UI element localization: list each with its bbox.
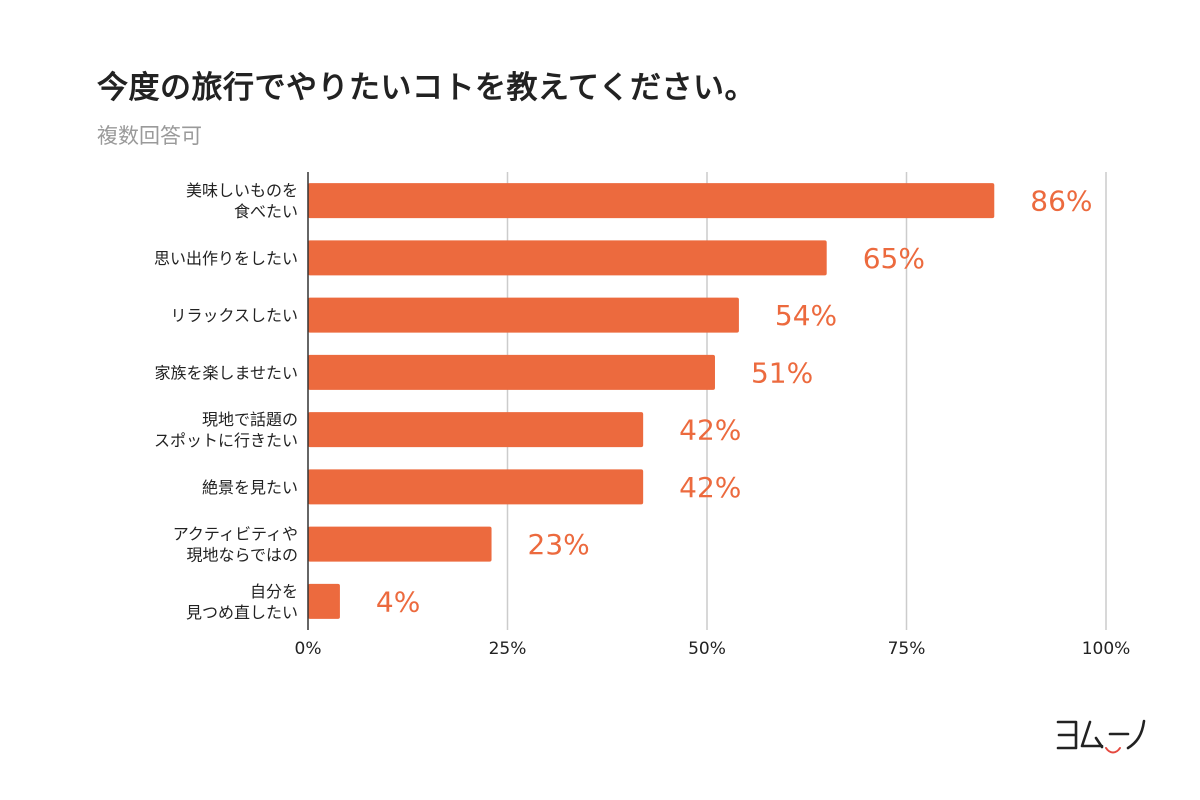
bar bbox=[308, 240, 827, 276]
value-label: 42% bbox=[679, 414, 741, 447]
value-label: 54% bbox=[775, 299, 837, 332]
x-tick-label: 25% bbox=[489, 639, 527, 659]
bar bbox=[308, 297, 739, 333]
value-label: 42% bbox=[679, 471, 741, 504]
bar bbox=[308, 354, 715, 390]
bar bbox=[308, 412, 644, 448]
x-tick-label: 0% bbox=[295, 639, 322, 659]
yomuno-logo bbox=[1056, 719, 1146, 754]
chart-title: 今度の旅行でやりたいコトを教えてください。 bbox=[97, 70, 757, 106]
value-label: 4% bbox=[376, 585, 420, 618]
category-label: 家族を楽しませたい bbox=[154, 363, 298, 382]
value-label: 23% bbox=[528, 528, 590, 561]
category-label: 現地で話題のスポットに行きたい bbox=[154, 410, 298, 450]
bar bbox=[308, 183, 995, 219]
category-label: 自分を見つめ直したい bbox=[186, 582, 298, 622]
value-label: 86% bbox=[1030, 185, 1092, 218]
x-axis-ticks: 0% 25% 50% 75% 100% bbox=[295, 639, 1131, 659]
category-label: リラックスしたい bbox=[170, 306, 298, 325]
category-label: 美味しいものを食べたい bbox=[186, 181, 298, 221]
value-label: 65% bbox=[863, 242, 925, 275]
chart-subtitle: 複数回答可 bbox=[97, 124, 202, 148]
value-labels: 86% 65% 54% 51% 42% 42% 23% 4% bbox=[376, 185, 1093, 619]
x-tick-label: 75% bbox=[888, 639, 926, 659]
bar bbox=[308, 583, 340, 619]
category-label: 絶景を見たい bbox=[202, 478, 298, 497]
bar bbox=[308, 469, 644, 505]
category-label: 思い出作りをしたい bbox=[154, 249, 298, 268]
bar bbox=[308, 526, 492, 562]
category-labels: 美味しいものを食べたい思い出作りをしたいリラックスしたい家族を楽しませたい現地で… bbox=[154, 181, 298, 622]
category-label: アクティビティや現地ならではの bbox=[173, 525, 298, 565]
x-tick-label: 100% bbox=[1082, 639, 1131, 659]
bars bbox=[308, 183, 995, 619]
value-label: 51% bbox=[751, 356, 813, 389]
x-tick-label: 50% bbox=[688, 639, 726, 659]
